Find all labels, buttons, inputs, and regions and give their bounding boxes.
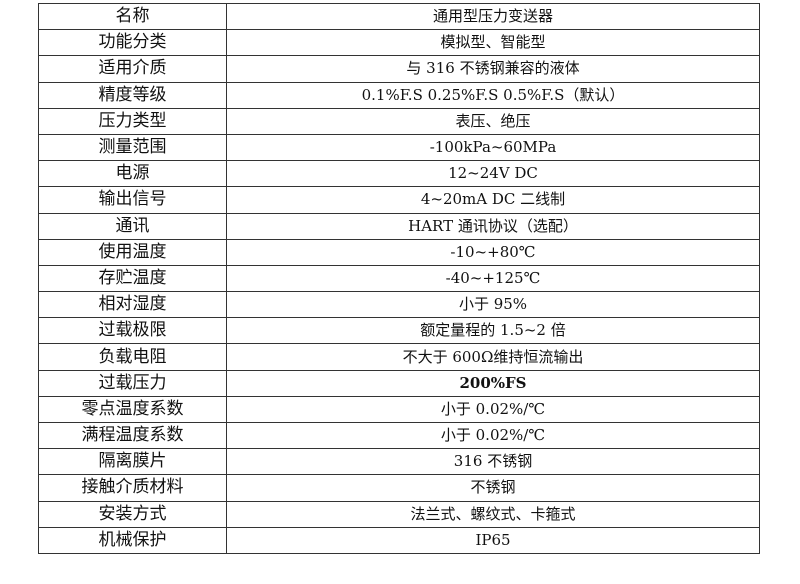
spec-label: 安装方式	[38, 500, 227, 528]
spec-label: 相对湿度	[38, 291, 227, 319]
spec-label: 功能分类	[38, 29, 227, 57]
table-row: 精度等级 0.1%F.S 0.25%F.S 0.5%F.S（默认）	[38, 81, 760, 109]
spec-label: 使用温度	[38, 238, 227, 266]
table-row: 测量范围 -100kPa~60MPa	[38, 133, 760, 162]
table-row: 存贮温度 -40~+125℃	[38, 264, 760, 293]
table-row: 接触介质材料 不锈钢	[38, 474, 760, 502]
spec-value: 额定量程的 1.5~2 倍	[226, 317, 760, 345]
spec-value: 0.1%F.S 0.25%F.S 0.5%F.S（默认）	[226, 81, 760, 109]
spec-label: 名称	[38, 2, 227, 31]
spec-label: 精度等级	[38, 81, 227, 109]
table-row: 适用介质与 316 不锈钢兼容的液体	[38, 55, 760, 83]
spec-label: 机械保护	[38, 526, 227, 554]
table-row: 功能分类 模拟型、智能型	[38, 29, 760, 57]
spec-value: -100kPa~60MPa	[226, 133, 760, 162]
spec-label: 适用介质	[38, 55, 227, 83]
spec-value: 小于 95%	[226, 291, 760, 319]
spec-value: 不大于 600Ω维持恒流输出	[226, 343, 760, 371]
table-row: 零点温度系数 小于 0.02%/℃	[38, 395, 760, 424]
table-row: 机械保护 IP65	[38, 526, 760, 554]
spec-label: 过载压力	[38, 369, 227, 397]
table-row: 隔离膜片 316 不锈钢	[38, 448, 760, 476]
spec-value: 法兰式、螺纹式、卡箍式	[226, 500, 760, 528]
spec-value: 12~24V DC	[226, 160, 760, 188]
table-row: 通讯 HART 通讯协议（选配）	[38, 212, 760, 240]
spec-label: 存贮温度	[38, 264, 227, 293]
spec-value: 不锈钢	[226, 474, 760, 502]
spec-value: 与 316 不锈钢兼容的液体	[226, 55, 760, 83]
table-row: 过载压力 200%FS	[38, 369, 760, 397]
spec-label: 测量范围	[38, 133, 227, 162]
spec-label: 隔离膜片	[38, 448, 227, 476]
spec-value: 4~20mA DC 二线制	[226, 186, 760, 214]
table-row: 相对湿度 小于 95%	[38, 291, 760, 319]
spec-label: 过载极限	[38, 317, 227, 345]
spec-label: 通讯	[38, 212, 227, 240]
spec-label: 满程温度系数	[38, 421, 227, 450]
table-row: 安装方式 法兰式、螺纹式、卡箍式	[38, 500, 760, 528]
spec-label: 压力类型	[38, 107, 227, 135]
spec-value: 200%FS	[226, 369, 760, 397]
spec-value: 表压、绝压	[226, 107, 760, 135]
spec-value: 小于 0.02%/℃	[226, 421, 760, 450]
table-row: 过载极限 额定量程的 1.5~2 倍	[38, 317, 760, 345]
spec-label: 电源	[38, 160, 227, 188]
spec-label: 接触介质材料	[38, 474, 227, 502]
spec-value: 通用型压力变送器	[226, 2, 760, 31]
spec-label: 负载电阻	[38, 343, 227, 371]
spec-value: -10~+80℃	[226, 238, 760, 266]
table-row: 压力类型 表压、绝压	[38, 107, 760, 135]
spec-value: 模拟型、智能型	[226, 29, 760, 57]
spec-label: 零点温度系数	[38, 395, 227, 424]
spec-label: 输出信号	[38, 186, 227, 214]
table-row: 电源 12~24V DC	[38, 160, 760, 188]
spec-table: 名称 通用型压力变送器 功能分类 模拟型、智能型 适用介质与 316 不锈钢兼容的液体精…	[38, 2, 760, 554]
table-row: 满程温度系数 小于 0.02%/℃	[38, 421, 760, 450]
table-row: 使用温度 -10~+80℃	[38, 238, 760, 266]
spec-value: IP65	[226, 526, 760, 554]
spec-value: 小于 0.02%/℃	[226, 395, 760, 424]
spec-value: 316 不锈钢	[226, 448, 760, 476]
table-row: 负载电阻 不大于 600Ω维持恒流输出	[38, 343, 760, 371]
spec-value: -40~+125℃	[226, 264, 760, 293]
table-row: 名称 通用型压力变送器	[38, 2, 760, 31]
table-row: 输出信号 4~20mA DC 二线制	[38, 186, 760, 214]
spec-value: HART 通讯协议（选配）	[226, 212, 760, 240]
